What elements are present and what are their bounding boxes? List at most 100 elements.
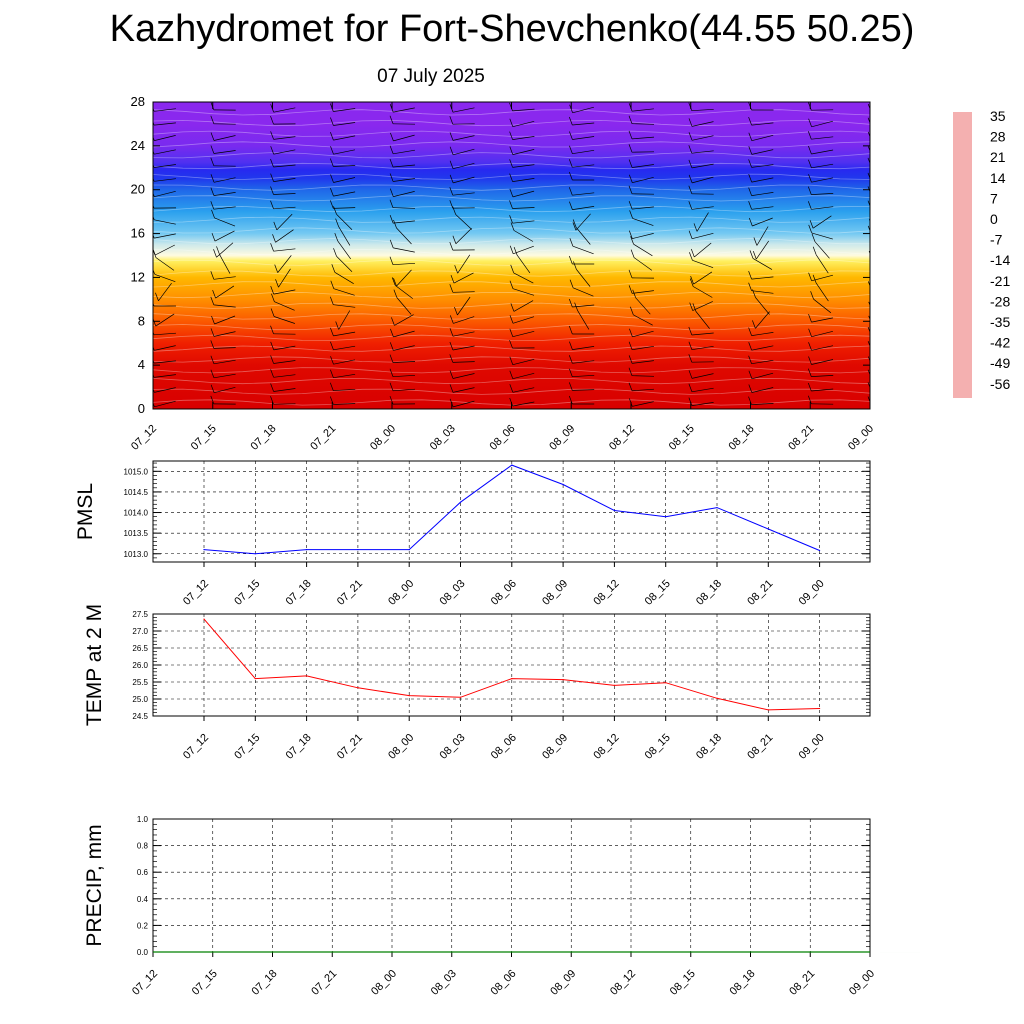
wind-barb-flag — [210, 271, 215, 280]
wind-barb-shaft — [333, 149, 356, 155]
x-tick-label: 08_21 — [787, 968, 817, 998]
wind-barb-flag — [748, 116, 752, 126]
wind-barb-shaft — [512, 120, 535, 128]
wind-barb-shaft — [453, 316, 475, 324]
wind-barb-shaft — [632, 233, 654, 239]
wind-barb-shaft — [333, 403, 356, 405]
wind-barb-flag — [629, 328, 633, 337]
pmsl-point — [613, 509, 616, 512]
wind-barb-shaft — [756, 240, 769, 260]
x-tick-label: 08_03 — [428, 423, 458, 453]
wind-barb-flag — [391, 277, 396, 286]
wind-barb-shaft — [752, 217, 773, 227]
x-tick-label: 08_03 — [429, 968, 459, 998]
wind-barb-shaft — [692, 259, 714, 269]
wind-barb-flag — [210, 115, 215, 124]
wind-barb-shaft — [691, 332, 714, 336]
wind-barb-shaft — [876, 269, 888, 288]
wind-barb-flag — [748, 159, 752, 168]
x-tick-label: 07_12 — [130, 968, 160, 998]
wind-barb-shaft — [213, 150, 236, 154]
wind-barb-flag — [569, 279, 574, 288]
wind-barb-shaft — [154, 360, 176, 364]
wind-barb-shaft — [273, 107, 296, 113]
wind-barb-flag — [509, 131, 513, 140]
wind-barb-shaft — [333, 359, 356, 365]
x-tick-label: 08_21 — [745, 732, 775, 762]
wind-barb-flag — [210, 328, 215, 337]
wind-barb-shaft — [572, 389, 595, 391]
wind-barb-flag — [629, 210, 633, 219]
pmsl-point — [306, 549, 308, 551]
wind-barb-flag — [450, 274, 455, 284]
wind-barb-flag — [216, 246, 220, 255]
wind-barb-shaft — [457, 254, 471, 274]
wind-barb-flag — [628, 285, 633, 294]
wind-barb-flag — [393, 289, 398, 298]
wind-barb-shaft — [336, 213, 353, 231]
wind-barb-flag — [688, 132, 693, 141]
wind-barb-shaft — [751, 345, 774, 351]
chart-title: Kazhydromet for Fort-Shevchenko(44.55 50… — [109, 8, 915, 50]
y-tick-label: 0 — [138, 401, 145, 416]
wind-barb-shaft — [333, 331, 356, 337]
wind-barb-shaft — [512, 207, 535, 209]
x-tick-label: 07_21 — [308, 423, 338, 453]
colorbar-label: 35 — [990, 108, 1006, 124]
wind-barb-shaft — [871, 136, 893, 140]
wind-barb-shaft — [154, 345, 176, 351]
wind-barb-flag — [569, 238, 574, 247]
wind-barb-flag — [628, 382, 633, 391]
pmsl-point — [408, 549, 410, 551]
wind-barb-flag — [153, 233, 155, 239]
wind-barb-flag — [270, 325, 274, 334]
wind-barb-flag — [210, 132, 215, 141]
wind-barb-flag — [748, 370, 753, 379]
wind-barb-flag — [752, 250, 757, 260]
wind-barb-flag — [454, 306, 458, 316]
wind-barb-flag — [153, 107, 155, 112]
wind-barb-shaft — [512, 136, 535, 140]
wind-barb-flag — [810, 291, 814, 300]
wind-barb-shaft — [815, 254, 829, 274]
pmsl-point — [254, 553, 256, 555]
wind-barb-shaft — [874, 242, 889, 258]
wind-barb-flag — [630, 236, 634, 245]
wind-barb-flag — [688, 341, 693, 350]
wind-barb-shaft — [632, 218, 654, 226]
wind-barb-shaft — [872, 316, 893, 324]
wind-barb-shaft — [577, 310, 590, 330]
wind-barb-flag — [808, 224, 813, 234]
wind-barb-shaft — [452, 361, 475, 363]
wind-barb-flag — [330, 174, 334, 183]
wind-barb-flag — [509, 146, 514, 155]
wind-barb-shaft — [572, 374, 595, 378]
wind-barb-flag — [569, 201, 573, 210]
contour-line — [153, 388, 870, 395]
wind-barb-flag — [330, 327, 334, 337]
contour-line — [153, 291, 870, 299]
wind-barb-shaft — [872, 259, 892, 269]
pmsl-point — [716, 506, 718, 509]
wind-barb-shaft — [751, 149, 774, 155]
wind-barb-shaft — [872, 302, 893, 310]
wind-barb-flag — [748, 327, 752, 336]
wind-barb-shaft — [333, 304, 356, 308]
colorbar-label: -28 — [990, 293, 1010, 309]
temp-grid — [153, 614, 870, 716]
wind-barb-flag — [210, 174, 215, 183]
x-tick-label: 08_18 — [694, 578, 724, 608]
contour-line — [153, 205, 870, 213]
wind-barb-flag — [330, 146, 334, 155]
wind-barb-flag — [389, 354, 394, 363]
wind-barb-shaft — [393, 330, 415, 338]
wind-barb-shaft — [154, 164, 176, 168]
wind-barb-shaft — [572, 122, 595, 126]
wind-barb-flag — [690, 275, 694, 285]
wind-barb-shaft — [337, 240, 351, 260]
wind-barb-shaft — [751, 122, 774, 126]
wind-barb-shaft — [811, 120, 833, 128]
x-tick-label: 09_00 — [846, 423, 876, 453]
wind-barb-shaft — [632, 108, 654, 112]
wind-barb-flag — [390, 328, 394, 338]
